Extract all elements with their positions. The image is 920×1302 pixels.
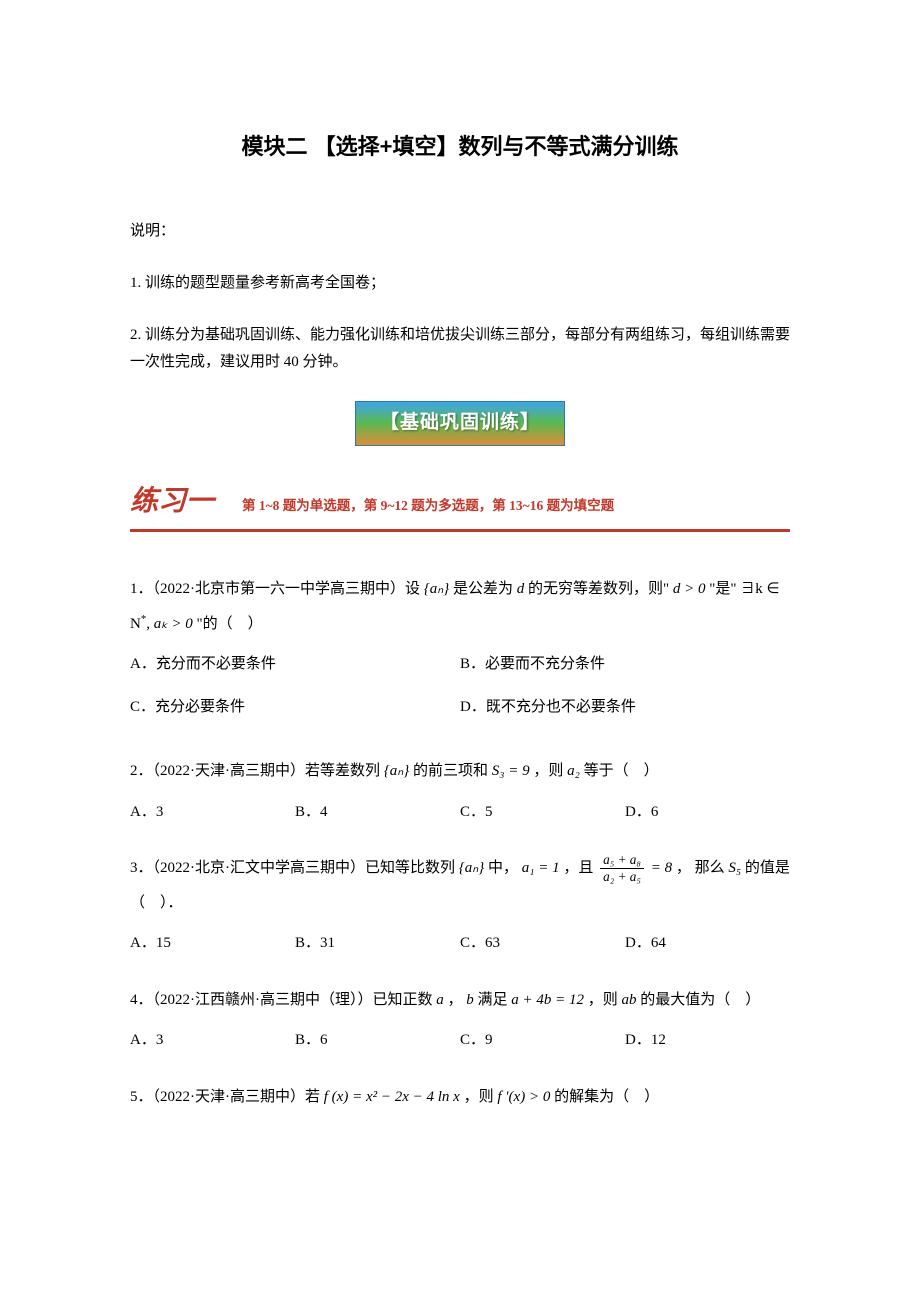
q4-a: a [436,992,444,1008]
q3-choice-c: C．63 [460,926,625,961]
practice-header: 练习一 第 1~8 题为单选题，第 9~12 题为多选题，第 13~16 题为填… [130,481,790,532]
q2-prefix: 2．（2022·天津·高三期中）若等差数列 [130,763,380,779]
q2-term: a₂ [567,763,580,779]
instructions-heading: 说明： [130,218,790,245]
instructions-block: 说明： 1. 训练的题型题量参考新高考全国卷； 2. 训练分为基础巩固训练、能力… [130,218,790,376]
q1-cond1: d > 0 [673,581,706,597]
practice-title: 练习一 [130,481,214,523]
q2-sum: S₃ = 9 [492,763,530,779]
q5-prefix: 5．（2022·天津·高三期中）若 [130,1089,324,1105]
q3-seq: {aₙ} [459,860,484,876]
q1-choices: A．充分而不必要条件 B．必要而不充分条件 C．充分必要条件 D．既不充分也不必… [130,647,790,732]
q4-mid1: ， [448,992,463,1008]
q3-choices: A．15 B．31 C．63 D．64 [130,926,790,961]
q1-cond2-post: , aₖ > 0 [146,616,193,632]
q4-choice-a: A．3 [130,1023,295,1058]
q3-fraction: a₅ + a₈ a₂ + a₅ [600,853,644,884]
q3-choice-d: D．64 [625,926,790,961]
q3-prefix: 3．（2022·北京·汇文中学高三期中）已知等比数列 [130,860,455,876]
q1-seq: {aₙ} [424,581,449,597]
question-1: 1．（2022·北京市第一六一中学高三期中）设 {aₙ} 是公差为 d 的无穷等… [130,572,790,732]
instructions-line-2: 2. 训练分为基础巩固训练、能力强化训练和培优拔尖训练三部分，每部分有两组练习，… [130,322,790,376]
q1-choice-d: D．既不充分也不必要条件 [460,690,790,725]
q3-mid3: ， 那么 [676,860,729,876]
question-2: 2．（2022·天津·高三期中）若等差数列 {aₙ} 的前三项和 S₃ = 9 … [130,754,790,829]
instructions-line-1: 1. 训练的题型题量参考新高考全国卷； [130,270,790,297]
q4-prefix: 4．（2022·江西赣州·高三期中（理））已知正数 [130,992,433,1008]
q2-choices: A．3 B．4 C．5 D．6 [130,795,790,830]
q3-choice-a: A．15 [130,926,295,961]
question-3: 3．（2022·北京·汇文中学高三期中）已知等比数列 {aₙ} 中， a₁ = … [130,851,790,961]
q5-fpx: f ′(x) > 0 [497,1089,550,1105]
practice-subtitle: 第 1~8 题为单选题，第 9~12 题为多选题，第 13~16 题为填空题 [242,496,614,516]
q1-d: d [517,581,525,597]
q2-choice-b: B．4 [295,795,460,830]
q3-choice-b: B．31 [295,926,460,961]
q4-b: b [466,992,474,1008]
q3-mid1: 中， [488,860,518,876]
q3-a1: a₁ = 1 [522,860,560,876]
q2-mid2: ，则 [533,763,567,779]
q4-choices: A．3 B．6 C．9 D．12 [130,1023,790,1058]
q3-sum: S₅ [728,860,741,876]
q1-choice-a: A．充分而不必要条件 [130,647,460,682]
q1-choice-b: B．必要而不充分条件 [460,647,790,682]
page-title: 模块二 【选择+填空】数列与不等式满分训练 [130,130,790,163]
q2-choice-d: D．6 [625,795,790,830]
q1-mid2: 的无穷等差数列，则" [528,581,669,597]
q4-mid2: 满足 [478,992,512,1008]
q2-mid1: 的前三项和 [413,763,488,779]
section-banner: 【基础巩固训练】 [355,401,565,446]
q2-seq: {aₙ} [384,763,409,779]
q4-eq: a + 4b = 12 [511,992,584,1008]
q4-prod: ab [622,992,637,1008]
q3-mid2: ，且 [563,860,597,876]
q1-prefix: 1．（2022·北京市第一六一中学高三期中）设 [130,581,420,597]
q2-suffix: 等于（ ） [584,763,659,779]
q4-mid3: ，则 [588,992,622,1008]
q4-choice-c: C．9 [460,1023,625,1058]
q5-mid1: ，则 [464,1089,498,1105]
q3-frac-den: a₂ + a₅ [600,869,644,884]
q2-choice-c: C．5 [460,795,625,830]
question-4: 4．（2022·江西赣州·高三期中（理））已知正数 a ， b 满足 a + 4… [130,983,790,1058]
q3-frac-num: a₅ + a₈ [600,853,644,869]
q4-suffix: 的最大值为（ ） [640,992,760,1008]
q5-fx: f (x) = x² − 2x − 4 ln x [324,1089,460,1105]
question-5: 5．（2022·天津·高三期中）若 f (x) = x² − 2x − 4 ln… [130,1080,790,1115]
q1-suffix: "的（ ） [197,616,263,632]
q1-mid1: 是公差为 [453,581,513,597]
q2-choice-a: A．3 [130,795,295,830]
q4-choice-b: B．6 [295,1023,460,1058]
q1-choice-c: C．充分必要条件 [130,690,460,725]
q1-mid3: "是" [709,581,736,597]
q5-suffix: 的解集为（ ） [554,1089,659,1105]
q4-choice-d: D．12 [625,1023,790,1058]
q3-eq: = 8 [651,860,672,876]
